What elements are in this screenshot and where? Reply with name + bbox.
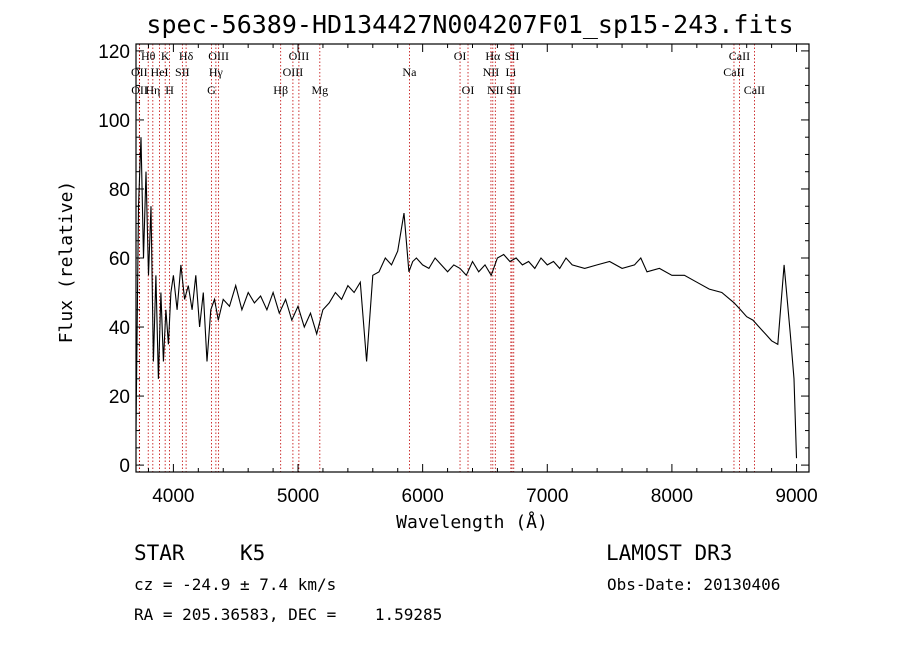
line-label-27: CaII	[744, 83, 765, 97]
line-label-15: Mg	[311, 83, 328, 97]
line-label-24: SII	[506, 83, 521, 97]
line-label-12: Hβ	[273, 83, 288, 97]
redshift-velocity: cz = -24.9 ± 7.4 km/s	[134, 575, 336, 594]
x-tick-label-3: 7000	[526, 486, 568, 507]
x-axis-label: Wavelength (Å)	[396, 511, 548, 533]
line-label-13: OIII	[283, 65, 304, 79]
line-label-14: OIII	[289, 49, 310, 63]
line-label-26: CaII	[729, 49, 750, 63]
line-label-25: CaII	[723, 65, 744, 79]
line-label-11: OIII	[208, 49, 229, 63]
spectral-line-labels: OIIOIIHθHηHeIKHSIIHδGHγOIIIHβOIIIOIIIMgN…	[131, 49, 765, 97]
x-tick-label-1: 5000	[277, 486, 319, 507]
y-axis: 0 20 40 60 80 100 120	[98, 42, 809, 477]
line-label-2: Hθ	[141, 49, 156, 63]
line-label-8: Hδ	[179, 49, 194, 63]
y-tick-label-5: 100	[98, 111, 130, 132]
y-tick-label-2: 40	[109, 318, 130, 339]
survey-name: LAMOST DR3	[606, 541, 732, 565]
line-label-6: H	[165, 83, 174, 97]
x-axis: 4000 5000 6000 7000 8000 9000	[147, 44, 818, 507]
spectral-subclass: K5	[240, 541, 265, 565]
line-label-10: Hγ	[209, 65, 224, 79]
x-tick-label-5: 9000	[775, 486, 817, 507]
x-tick-label-0: 4000	[152, 486, 194, 507]
y-tick-label-1: 20	[109, 387, 130, 408]
line-label-18: OI	[462, 83, 475, 97]
object-class: STAR	[134, 541, 185, 565]
line-label-19: NII	[483, 65, 500, 79]
line-label-21: NII	[487, 83, 504, 97]
line-label-17: OI	[454, 49, 467, 63]
line-label-9: G	[207, 83, 216, 97]
x-tick-label-4: 8000	[651, 486, 693, 507]
y-tick-label-4: 80	[109, 180, 130, 201]
line-label-22: Li	[506, 65, 517, 79]
line-label-20: Hα	[485, 49, 501, 63]
line-label-23: SII	[505, 49, 520, 63]
spectrum-line	[135, 137, 798, 459]
line-label-16: Na	[402, 65, 417, 79]
y-axis-label: Flux (relative)	[56, 181, 77, 344]
spectral-line-markers	[138, 44, 755, 472]
line-label-5: K	[161, 49, 170, 63]
y-tick-label-3: 60	[109, 249, 130, 270]
coordinates: RA = 205.36583, DEC = 1.59285	[134, 605, 442, 624]
line-label-0: OII	[131, 65, 148, 79]
observation-date: Obs-Date: 20130406	[607, 575, 780, 594]
line-label-3: Hη	[145, 83, 160, 97]
y-tick-label-0: 0	[119, 456, 130, 477]
x-tick-label-2: 6000	[402, 486, 444, 507]
chart-title: spec-56389-HD134427N004207F01_sp15-243.f…	[146, 10, 793, 39]
plot-frame	[135, 43, 810, 473]
y-tick-label-6: 120	[98, 42, 130, 63]
line-label-4: HeI	[151, 65, 169, 79]
line-label-7: SII	[175, 65, 190, 79]
